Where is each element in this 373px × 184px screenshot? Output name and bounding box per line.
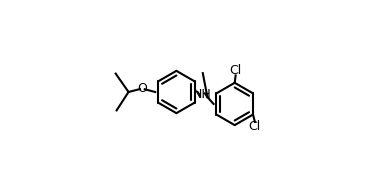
Text: NH: NH — [192, 88, 211, 101]
Text: Cl: Cl — [229, 64, 242, 77]
Text: O: O — [137, 82, 147, 95]
Text: Cl: Cl — [249, 120, 261, 133]
